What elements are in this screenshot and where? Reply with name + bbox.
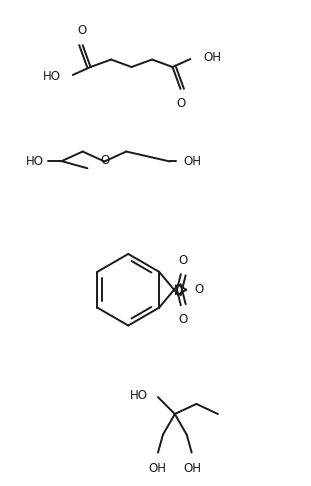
Text: O: O — [179, 312, 188, 326]
Text: O: O — [194, 283, 203, 296]
Text: O: O — [101, 154, 110, 167]
Text: OH: OH — [203, 51, 221, 64]
Text: O: O — [177, 97, 186, 110]
Text: HO: HO — [26, 155, 44, 168]
Text: HO: HO — [130, 389, 148, 401]
Text: OH: OH — [184, 155, 202, 168]
Text: OH: OH — [184, 462, 202, 474]
Text: O: O — [77, 24, 86, 37]
Text: O: O — [179, 254, 188, 267]
Text: OH: OH — [148, 462, 166, 474]
Text: HO: HO — [43, 70, 61, 84]
